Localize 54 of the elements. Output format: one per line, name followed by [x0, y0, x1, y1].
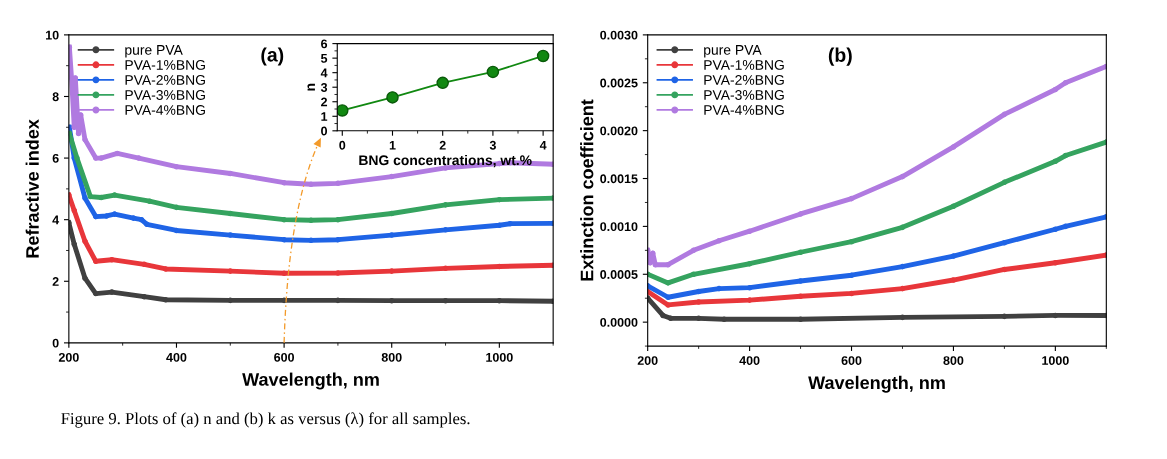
annotation: (b) [828, 47, 852, 66]
x-tick-label: 1000 [1042, 356, 1069, 365]
x-tick-label: 600 [841, 356, 862, 365]
x-tick-label: 400 [739, 356, 760, 365]
x-tick-label: 800 [943, 356, 964, 365]
y-tick-label: 2 [52, 277, 59, 286]
y-tick-label: 10 [46, 30, 59, 40]
y-axis-title: n [307, 83, 315, 91]
y-tick-label: 1 [321, 112, 328, 121]
y-axis-title: Refractive index [25, 119, 39, 258]
legend-label: PVA-2%BNG [704, 75, 784, 85]
x-tick-label: 2 [439, 140, 446, 150]
x-tick-label: 0 [339, 140, 346, 150]
y-tick-label: 0.0020 [600, 126, 638, 136]
x-tick-label: 600 [274, 352, 295, 362]
x-tick-label: 3 [489, 140, 496, 150]
legend-label: PVA-2%BNG [125, 75, 205, 85]
legend-label: PVA-4%BNG [125, 105, 205, 115]
y-tick-label: 3 [320, 83, 328, 92]
y-tick-label: 6 [52, 153, 59, 163]
y-tick-label: 4 [320, 68, 328, 78]
legend-label: PVA-1%BNG [704, 60, 784, 70]
y-tick-label: 0.0030 [600, 30, 638, 40]
legend-label: pure PVA [704, 45, 762, 58]
legend-label: pure PVA [125, 45, 183, 58]
x-axis-title: Wavelength, nm [242, 372, 379, 390]
y-tick-label: 8 [52, 92, 59, 102]
x-tick-label: 800 [381, 352, 402, 362]
legend-label: PVA-3%BNG [125, 90, 205, 100]
x-tick-label: 200 [58, 352, 79, 362]
y-tick-label: 0.0010 [600, 222, 638, 232]
legend-label: PVA-4%BNG [704, 105, 784, 115]
caption: Figure 9. Plots of (a) n and (b) k as versus (λ) for all samples. [61, 412, 470, 428]
y-axis-title: Extinction coefficient [580, 99, 594, 281]
y-tick-label: 4 [52, 215, 60, 225]
y-tick-label: 0 [321, 126, 328, 136]
x-axis-title: BNG concentrations, wt.% [359, 154, 532, 168]
x-tick-label: 4 [539, 141, 547, 150]
y-tick-label: 0.0015 [600, 174, 638, 184]
x-tick-label: 400 [166, 352, 187, 362]
legend-label: PVA-3%BNG [704, 90, 784, 100]
y-tick-label: 0 [52, 338, 59, 348]
y-tick-label: 6 [321, 39, 328, 49]
y-tick-label: 0.0000 [600, 317, 638, 327]
y-tick-label: 0.0005 [600, 270, 638, 279]
x-tick-label: 1 [389, 141, 396, 150]
annotation: (a) [261, 47, 284, 66]
x-axis-title: Wavelength, nm [808, 375, 945, 393]
y-tick-label: 2 [321, 97, 328, 107]
x-tick-label: 200 [637, 356, 658, 365]
y-tick-label: 0.0025 [600, 78, 638, 88]
legend-label: PVA-1%BNG [125, 60, 205, 70]
y-tick-label: 5 [320, 54, 328, 63]
x-tick-label: 1000 [486, 352, 513, 362]
